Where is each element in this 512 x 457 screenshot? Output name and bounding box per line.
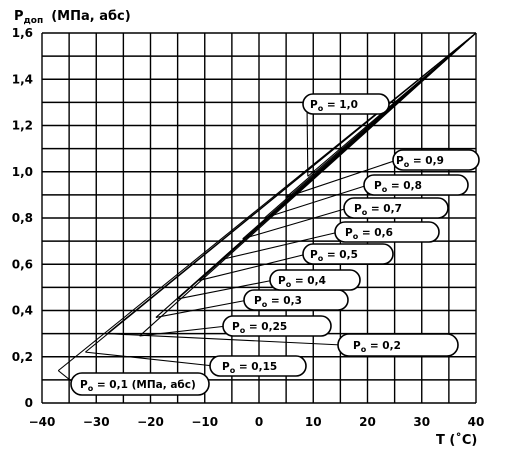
series-label: Po = 0,2 — [353, 340, 401, 354]
label-leader-line — [285, 159, 398, 198]
y-tick-label: 1,6 — [12, 26, 33, 40]
series-label: Po = 0,7 — [354, 203, 402, 217]
series-label: Po = 0,6 — [345, 227, 393, 241]
series-label: Po = 0,8 — [374, 180, 422, 194]
x-axis-ticks: −40 −30 −20 −10 0 10 20 30 40 — [29, 415, 485, 429]
y-tick-label: 0,8 — [12, 211, 33, 225]
x-tick-label: −30 — [83, 415, 110, 429]
x-tick-label: 20 — [359, 415, 376, 429]
series-label: Po = 0,5 — [310, 249, 358, 263]
series-label: Po = 0,4 — [278, 275, 326, 289]
series-label-bubble — [334, 221, 440, 243]
y-tick-label: 0,4 — [12, 304, 33, 318]
x-tick-label: 40 — [468, 415, 485, 429]
y-tick-label: 1,2 — [12, 119, 33, 133]
series-label: Po = 0,25 — [232, 321, 287, 335]
label-leader-line — [85, 351, 215, 367]
series-label-bubble — [269, 269, 361, 291]
y-axis-ticks: 0 0,2 0,4 0,6 0,8 1,0 1,2 1,4 1,6 — [12, 26, 33, 410]
series-label-bubble — [392, 149, 480, 171]
x-tick-label: 10 — [305, 415, 322, 429]
x-tick-label: −20 — [137, 415, 164, 429]
label-leader-line — [220, 231, 340, 261]
series-label: Po = 0,9 — [396, 155, 444, 169]
label-leader-line — [242, 207, 349, 240]
series-label-bubble — [337, 333, 459, 357]
x-tick-label: −10 — [191, 415, 218, 429]
series-label: Po = 0,1 (МПа, абс) — [80, 379, 196, 393]
series-line — [307, 32, 477, 177]
x-tick-label: −40 — [29, 415, 56, 429]
series-label-bubble — [222, 315, 332, 337]
series-label-bubble — [343, 197, 449, 219]
y-axis-title: Pдоп (МПа, абс) — [14, 9, 131, 26]
series-labels: Po = 0,1 (МПа, абс) Po = 0,15 Po = 0,2 Po =… — [57, 93, 480, 396]
curves — [57, 32, 477, 372]
series-line — [106, 32, 477, 335]
y-tick-label: 0 — [25, 396, 33, 410]
series-label-bubble — [70, 372, 210, 396]
y-tick-label: 1,4 — [12, 72, 33, 86]
x-tick-label: 30 — [413, 415, 430, 429]
series-label: Po = 0,15 — [222, 361, 277, 375]
label-leader-line — [139, 325, 228, 337]
y-tick-label: 1,0 — [12, 165, 33, 179]
series-label-bubble — [302, 93, 390, 115]
series-label-bubble — [363, 174, 469, 196]
x-tick-label: 0 — [255, 415, 263, 429]
label-leader-line — [264, 184, 369, 219]
y-tick-label: 0,2 — [12, 350, 33, 364]
label-leader-line — [177, 279, 275, 300]
series-label: Po = 0,3 — [254, 295, 302, 309]
label-leader-line — [306, 103, 309, 177]
label-leader-line — [199, 253, 308, 281]
x-axis-title: T (˚C) — [436, 432, 477, 448]
series-label-bubble — [209, 355, 307, 377]
label-leader-line — [155, 299, 249, 318]
y-tick-label: 0,6 — [12, 257, 33, 271]
series-label: Po = 1,0 — [310, 99, 358, 113]
series-label-bubble — [302, 243, 394, 265]
